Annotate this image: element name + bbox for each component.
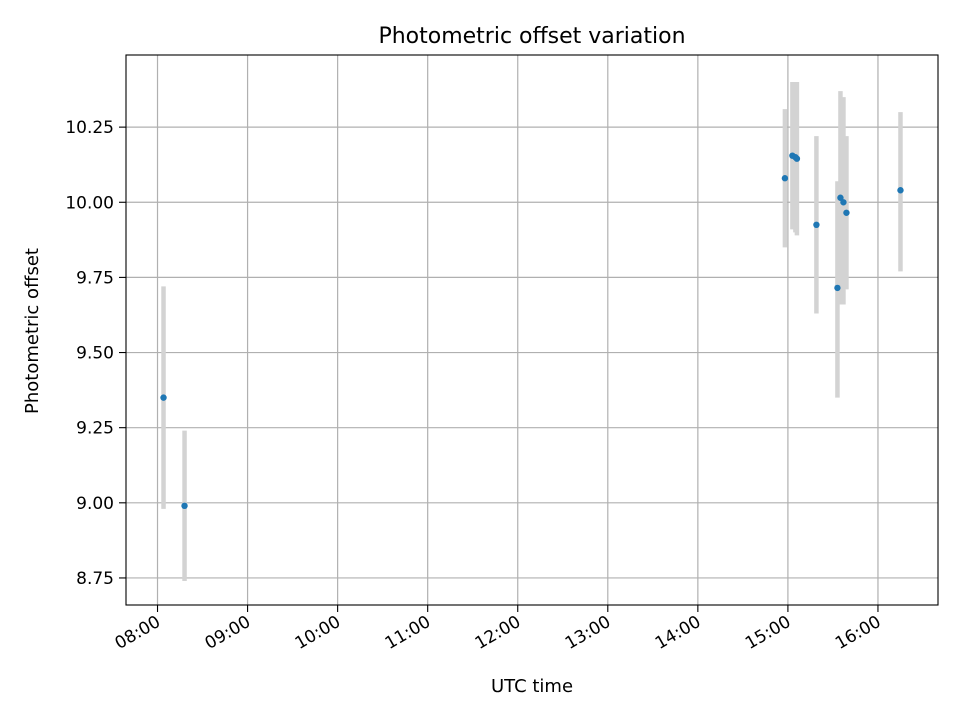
y-tick-label: 8.75	[76, 569, 114, 589]
data-point	[781, 175, 789, 182]
y-tick-label: 9.00	[76, 494, 114, 514]
y-tick-label: 9.50	[76, 344, 114, 364]
data-point	[843, 209, 850, 216]
chart-title: Photometric offset variation	[378, 24, 685, 49]
data-point	[160, 394, 167, 401]
y-tick-label: 10.25	[65, 118, 114, 138]
data-point	[793, 155, 801, 162]
grid-layer	[126, 55, 938, 605]
y-axis-label: Photometric offset	[22, 248, 43, 414]
data-point	[834, 284, 841, 292]
x-axis-label: UTC time	[491, 676, 573, 697]
point-layer	[160, 152, 904, 510]
y-tick-label: 9.25	[76, 419, 114, 439]
data-point	[813, 221, 820, 229]
data-point	[840, 199, 847, 206]
data-point	[837, 194, 844, 201]
y-tick-label: 9.75	[76, 268, 114, 288]
data-point	[181, 502, 188, 510]
y-tick-label: 10.00	[65, 193, 114, 213]
data-point	[897, 187, 904, 194]
plot-frame	[125, 54, 939, 606]
